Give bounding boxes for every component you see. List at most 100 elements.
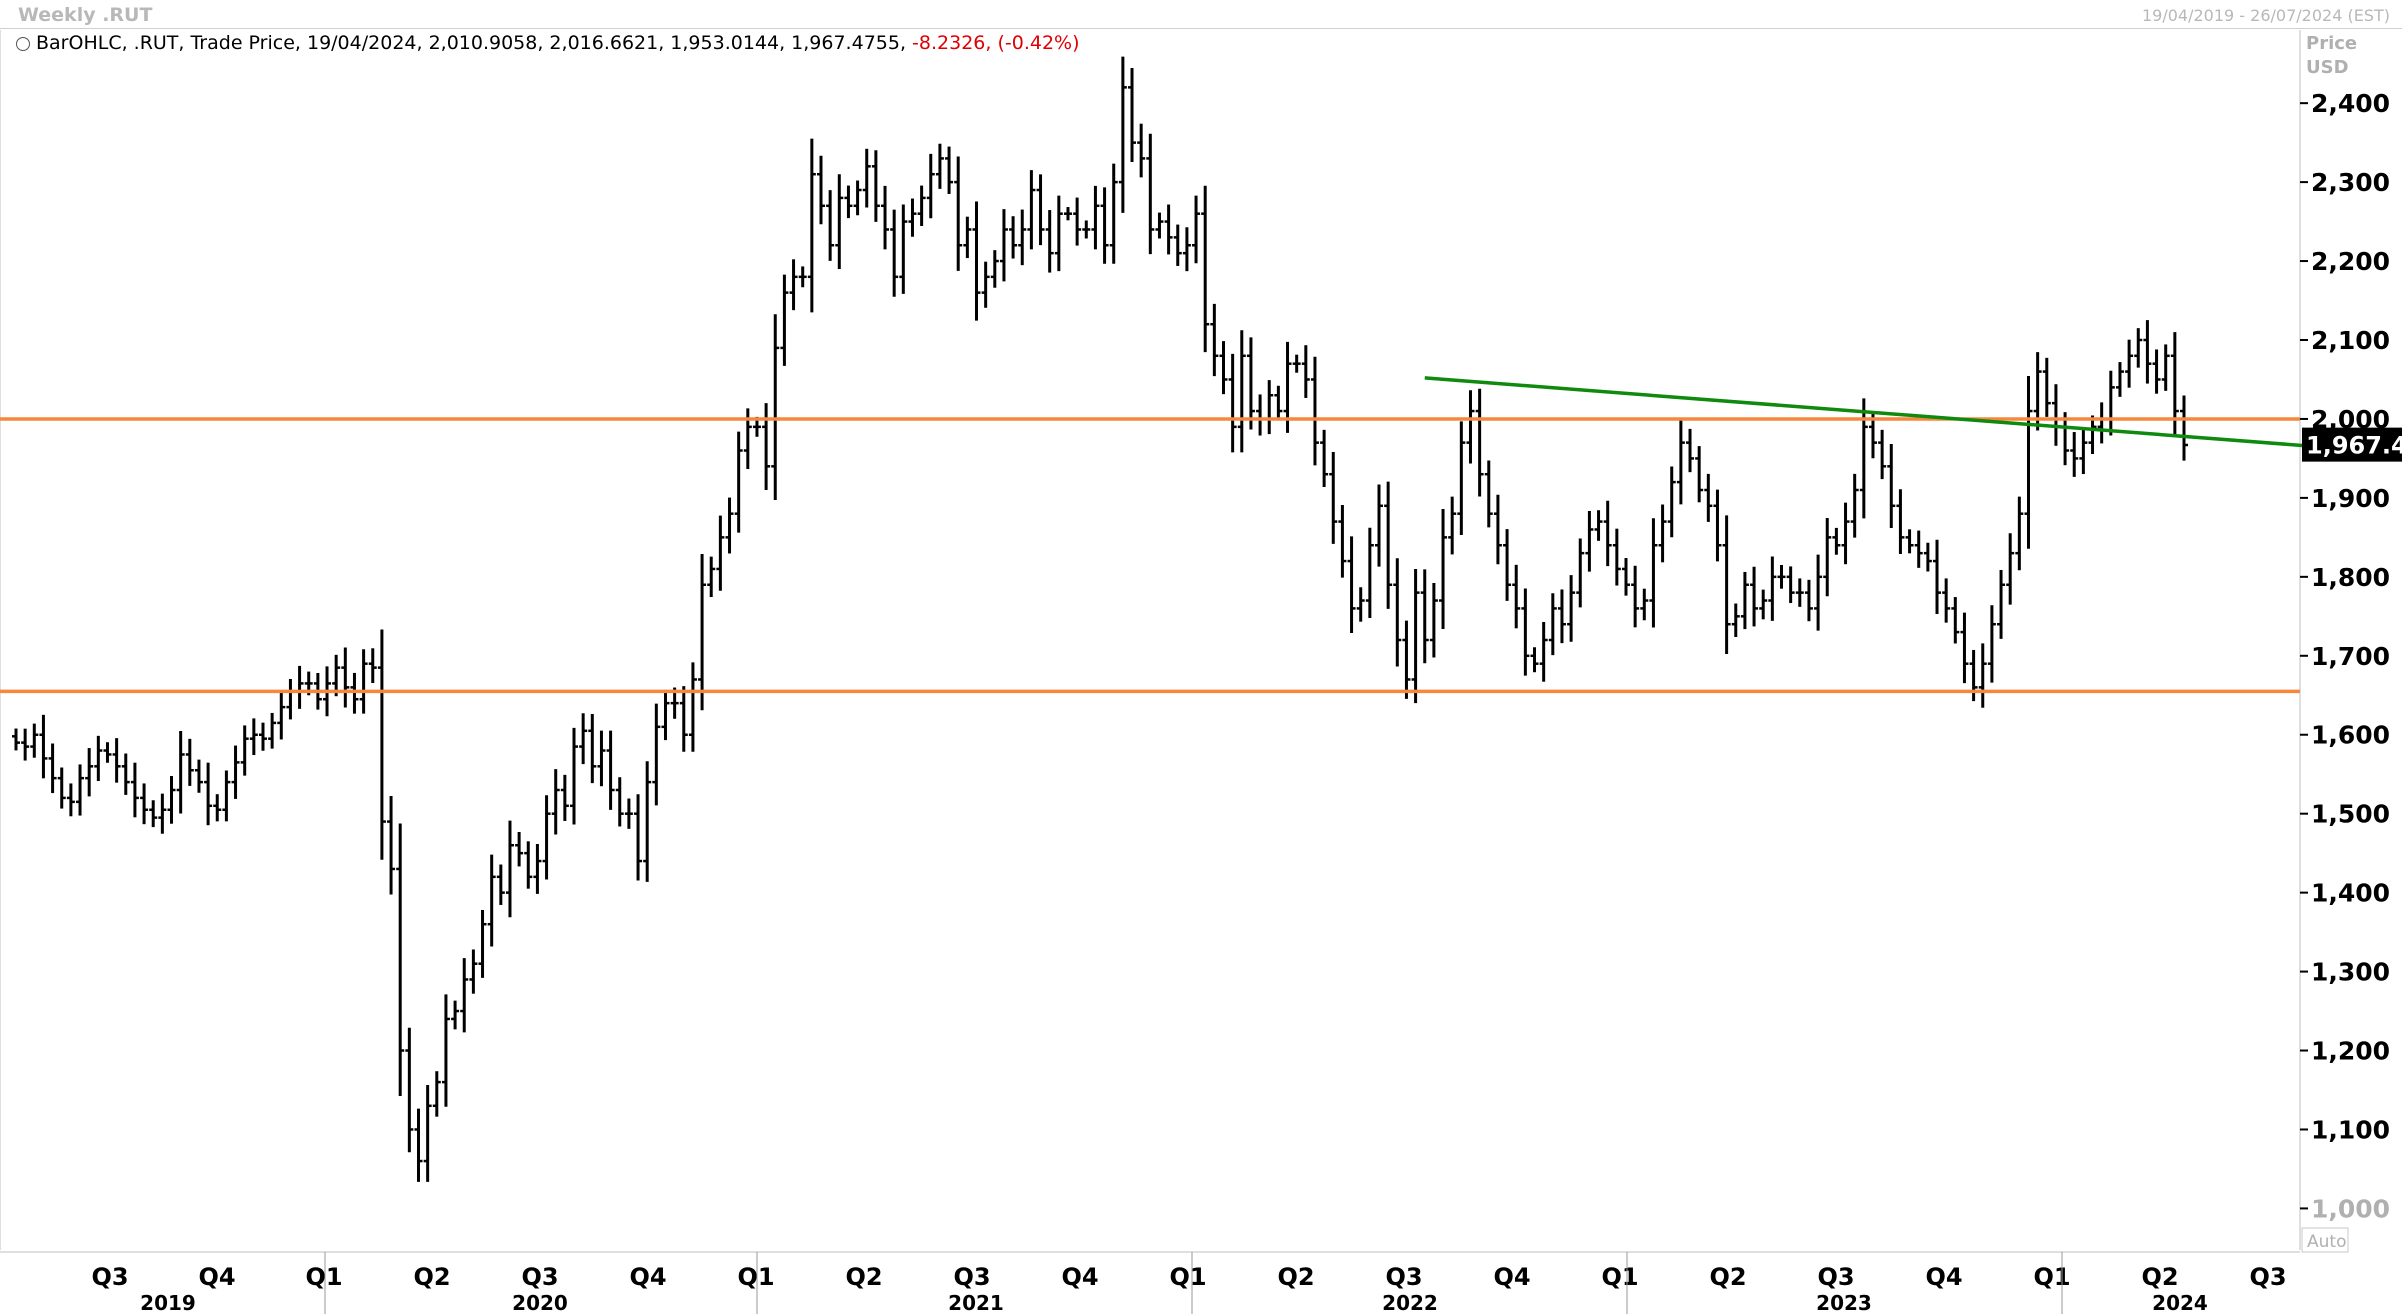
ohlc-bar [1750,566,1759,627]
ohlc-bar [780,274,789,366]
ohlc-bar [1448,496,1457,555]
last-price-tag: 1,967.4 [2302,427,2402,462]
ohlc-bar [1795,578,1804,607]
ohlc-bar [853,180,862,216]
ohlc-bar [350,672,359,714]
ohlc-bar [1393,558,1402,667]
ohlc-bar [487,854,496,947]
ohlc-bar [1292,354,1301,373]
ohlc-bar [1402,620,1411,699]
ohlc-bar [542,795,551,880]
ohlc-bar [66,783,75,817]
x-quarter-label: Q2 [1277,1263,1314,1291]
ohlc-bar [1612,528,1621,586]
x-quarter-label: Q1 [1169,1263,1206,1291]
ohlc-bar [1704,473,1713,522]
ohlc-bar [716,515,725,591]
ohlc-bar [478,910,487,978]
ohlc-bar [1557,589,1566,644]
x-year-label: 2022 [1382,1291,1438,1314]
ohlc-bar [972,201,981,321]
ohlc-bars [12,56,2188,1182]
ohlc-bar [2097,402,2106,444]
time-axis[interactable]: Q3 Q4 Q1 Q2 Q3 Q4 Q1 Q2 Q3 Q4 Q1 Q2 Q3 Q4 Q1 Q2 Q3 Q4 Q1 Q2… [91,1252,2287,1314]
ohlc-bar [1576,538,1585,608]
ohlc-bar [2125,339,2134,388]
ohlc-bar [1777,565,1786,589]
ohlc-bar [707,556,716,598]
ohlc-bar [414,1108,423,1182]
ohlc-bar [249,718,258,756]
ohlc-bar [1914,530,1923,568]
ohlc-bar [140,783,149,825]
x-quarter-label: Q3 [1385,1263,1422,1291]
ohlc-bar [1521,588,1530,676]
x-quarter-label: Q1 [1601,1263,1638,1291]
ohlc-bar [2051,384,2060,446]
ohlc-bar [1054,195,1063,272]
ohlc-bar [1978,643,1987,708]
ohlc-bar [679,686,688,752]
ohlc-bar [94,735,103,781]
ohlc-bar [1759,589,1768,620]
horizontal-levels[interactable] [0,417,2300,694]
ohlc-bar [332,654,341,697]
ohlc-bar [1905,529,1914,554]
ohlc-bar [112,738,121,783]
ohlc-bar [1356,587,1365,622]
ohlc-bar [1411,568,1420,704]
y-tick-label: 1,500 [2311,800,2390,829]
ohlc-bar [1338,505,1347,578]
ohlc-bar [268,712,277,749]
price-axis[interactable]: 1,000 1,100 1,200 1,300 1,400 1,500 1,600 1,700… [2300,89,2390,1223]
y-tick-label: 2,400 [2311,89,2390,118]
ohlc-bar [1951,597,1960,644]
ohlc-bar [1887,444,1896,529]
ohlc-bar [734,431,743,533]
x-year-label: 2019 [140,1291,196,1314]
x-quarter-label: Q3 [953,1263,990,1291]
y-tick-label: 1,900 [2311,484,2390,513]
ohlc-bar [167,776,176,824]
ohlc-bar [441,994,450,1107]
ohlc-bar [615,777,624,827]
ohlc-bar [1246,337,1255,430]
ohlc-bar [652,703,661,806]
ohlc-bar [12,728,20,751]
series-settings-icon[interactable] [16,36,30,51]
ohlc-bar [1228,353,1237,453]
ohlc-bar [240,725,249,776]
y-tick-label: 1,200 [2311,1037,2390,1066]
ohlc-bar [1695,446,1704,503]
ohlc-bar [1841,502,1850,565]
ohlc-bar [1667,466,1676,538]
chart-header: Weekly .RUT 19/04/2019 - 26/07/2024 (EST… [0,0,2402,29]
ohlc-bar [1146,133,1155,255]
ohlc-bar [1192,195,1201,264]
ohlc-bar [1997,570,2006,639]
ohlc-bar [1621,558,1630,596]
ohlc-bar [881,185,890,250]
ohlc-bar [1686,428,1695,473]
x-quarter-label: Q2 [845,1263,882,1291]
ohlc-bar [551,769,560,835]
ohlc-bar [1018,209,1027,266]
ohlc-bar [1027,170,1036,250]
ohlc-bar [1091,185,1100,250]
ohlc-bar [231,745,240,799]
ohlc-bar [277,690,286,740]
ohlc-bar [926,153,935,219]
ohlc-bar [1073,197,1082,246]
ohlc-bar [1009,216,1018,259]
series-legend: BarOHLC, .RUT, Trade Price, 19/04/2024, … [16,32,1080,54]
y-tick-label: 1,300 [2311,958,2390,987]
x-quarter-label: Q1 [305,1263,342,1291]
ohlc-bar [2180,395,2188,461]
ohlc-bar [359,649,368,714]
ohlc-bar [1530,647,1539,673]
auto-scale-button[interactable] [2301,1227,2349,1253]
ohlc-bar [1155,212,1164,239]
ohlc-bar [405,1027,414,1153]
legend-change: -8.2326, (-0.42%) [912,32,1080,54]
